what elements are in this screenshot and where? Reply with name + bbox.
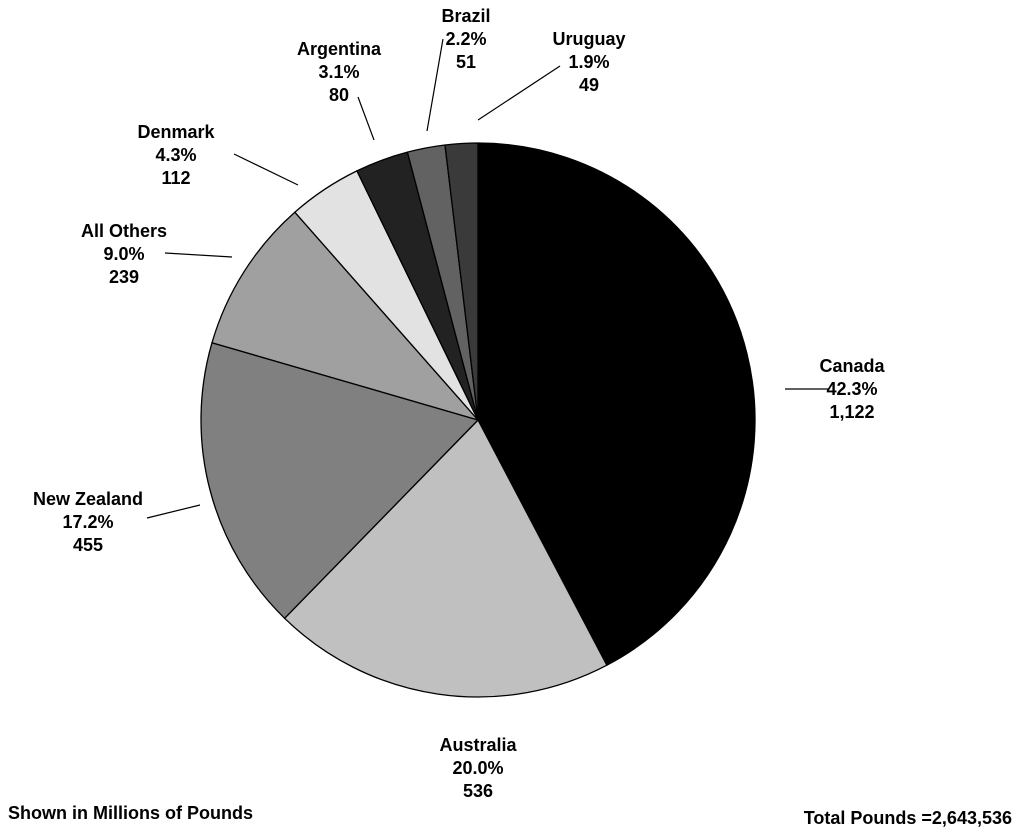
slice-label-denmark: Denmark 4.3% 112 [137,122,215,188]
slice-percent-label: 4.3% [155,145,196,165]
slice-label-new-zealand: New Zealand 17.2% 455 [33,489,143,555]
slice-percent-label: 2.2% [445,29,486,49]
slice-value-label: 51 [456,52,476,72]
leader-line-all-others [164,252,233,258]
leader-line-denmark [233,153,299,186]
slice-value-label: 239 [109,267,139,287]
pie-slices [200,142,756,698]
pie-slice-canada [477,142,756,666]
slice-value-label: 1,122 [829,402,874,422]
pie-slice-all-others [211,211,479,421]
leader-line-new-zealand [146,504,201,519]
total-pounds-note: Total Pounds =2,643,536 [803,808,1012,828]
slice-name-label: Canada [819,356,885,376]
slice-percent-label: 1.9% [568,52,609,72]
slice-name-label: Brazil [441,6,490,26]
slice-label-australia: Australia 20.0% 536 [439,735,517,801]
slice-label-all-others: All Others 9.0% 239 [81,221,167,287]
slice-label-uruguay: Uruguay 1.9% 49 [552,29,625,95]
slice-name-label: Uruguay [552,29,625,49]
slice-label-canada: Canada 42.3% 1,122 [819,356,885,422]
slice-name-label: Argentina [297,39,382,59]
slice-name-label: Australia [439,735,517,755]
leader-line-argentina [357,96,375,141]
pie-slice-uruguay [444,142,479,421]
slice-value-label: 536 [463,781,493,801]
slice-value-label: 455 [73,535,103,555]
pie-slice-australia [283,419,608,698]
slice-percent-label: 17.2% [62,512,113,532]
slice-name-label: New Zealand [33,489,143,509]
slice-name-label: All Others [81,221,167,241]
slice-value-label: 49 [579,75,599,95]
leader-line-brazil [426,38,444,132]
units-note: Shown in Millions of Pounds [8,803,253,823]
slice-percent-label: 3.1% [318,62,359,82]
leader-line-uruguay [477,65,561,121]
slice-name-label: Denmark [137,122,215,142]
slice-percent-label: 20.0% [452,758,503,778]
slice-percent-label: 9.0% [103,244,144,264]
slice-value-label: 80 [329,85,349,105]
slice-label-argentina: Argentina 3.1% 80 [297,39,382,105]
pie-slice-new-zealand [200,342,479,619]
slice-label-brazil: Brazil 2.2% 51 [441,6,490,72]
slice-value-label: 112 [161,168,190,188]
slice-percent-label: 42.3% [826,379,877,399]
